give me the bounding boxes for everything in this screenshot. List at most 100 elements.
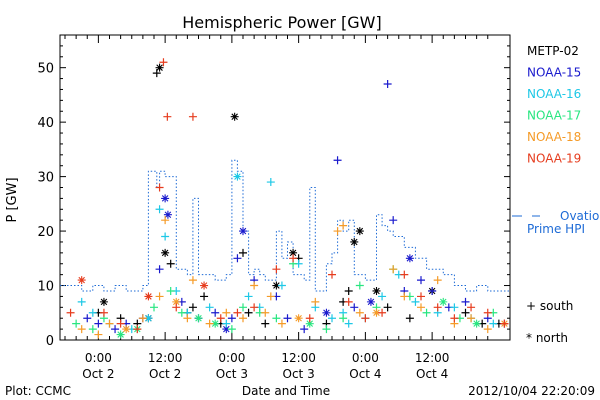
point-south-plus xyxy=(355,281,364,290)
point-south-plus xyxy=(328,270,337,279)
point-north-asterisk xyxy=(272,281,281,290)
point-north-asterisk xyxy=(222,325,231,334)
point-south-plus xyxy=(172,303,181,312)
point-south-plus xyxy=(116,319,125,328)
point-south-plus xyxy=(417,292,426,301)
point-south-plus xyxy=(344,286,353,295)
point-south-plus xyxy=(77,297,86,306)
point-south-plus xyxy=(244,308,253,317)
point-south-plus xyxy=(344,319,353,328)
point-south-plus xyxy=(266,292,275,301)
point-south-plus xyxy=(383,303,392,312)
point-south-plus xyxy=(272,265,281,274)
point-south-plus xyxy=(83,314,92,323)
point-north-asterisk xyxy=(99,297,108,306)
point-north-asterisk xyxy=(161,248,170,257)
x-tick-label-date: Oct 4 xyxy=(416,367,448,381)
point-south-plus xyxy=(159,58,168,67)
x-tick-label-date: Oct 3 xyxy=(216,367,248,381)
point-south-plus xyxy=(166,286,175,295)
point-south-plus xyxy=(244,292,253,301)
point-south-plus xyxy=(188,276,197,285)
marker-legend-south: + south xyxy=(526,299,573,313)
point-north-asterisk xyxy=(122,325,131,334)
point-south-plus xyxy=(138,314,147,323)
point-south-plus xyxy=(261,319,270,328)
point-north-asterisk xyxy=(77,276,86,285)
legend-item-metp-02: METP-02 xyxy=(527,44,579,58)
point-south-plus xyxy=(155,265,164,274)
point-south-plus xyxy=(211,308,220,317)
point-south-plus xyxy=(272,314,281,323)
point-south-plus xyxy=(333,227,342,236)
x-axis-label: Date and Time xyxy=(242,384,330,398)
point-north-asterisk xyxy=(239,227,248,236)
x-tick-label-time: 0:00 xyxy=(352,351,379,365)
point-south-plus xyxy=(339,221,348,230)
point-south-plus xyxy=(155,205,164,214)
point-north-asterisk xyxy=(194,314,203,323)
x-tick-label-time: 0:00 xyxy=(218,351,245,365)
point-south-plus xyxy=(163,112,172,121)
point-south-plus xyxy=(344,297,353,306)
point-south-plus xyxy=(222,308,231,317)
y-tick-label: 40 xyxy=(37,116,54,131)
point-north-asterisk xyxy=(161,194,170,203)
legend-series: METP-02 NOAA-15 NOAA-16 NOAA-17 NOAA-18 NOAA-… xyxy=(527,44,581,166)
point-south-plus xyxy=(322,325,331,334)
point-north-asterisk xyxy=(372,286,381,295)
point-south-plus xyxy=(205,303,214,312)
x-tick-label-date: Oct 3 xyxy=(283,367,315,381)
point-south-plus xyxy=(311,297,320,306)
point-north-asterisk xyxy=(233,172,242,181)
point-south-plus xyxy=(77,325,86,334)
point-south-plus xyxy=(483,325,492,334)
point-south-plus xyxy=(261,308,270,317)
point-south-plus xyxy=(161,232,170,241)
legend-item-noaa-16: NOAA-16 xyxy=(527,87,581,101)
point-north-asterisk xyxy=(294,314,303,323)
point-south-plus xyxy=(155,292,164,301)
footer-timestamp: 2012/10/04 22:20:09 xyxy=(468,384,595,398)
y-tick-label: 50 xyxy=(37,62,54,77)
y-axis-label: P [GW] xyxy=(5,177,20,222)
x-tick-label-time: 12:00 xyxy=(148,351,183,365)
point-south-plus xyxy=(389,216,398,225)
point-north-asterisk xyxy=(289,248,298,257)
point-north-asterisk xyxy=(144,314,153,323)
point-south-plus xyxy=(66,308,75,317)
series-noaa-19 xyxy=(66,58,509,334)
series-noaa-18 xyxy=(77,216,509,339)
y-tick-label: 10 xyxy=(37,280,54,295)
legend-item-noaa-17: NOAA-17 xyxy=(527,109,581,123)
point-south-plus xyxy=(283,314,292,323)
point-north-asterisk xyxy=(372,308,381,317)
point-south-plus xyxy=(227,314,236,323)
plot-frame xyxy=(59,34,511,341)
point-south-plus xyxy=(188,112,197,121)
x-tick-label-time: 0:00 xyxy=(85,351,112,365)
point-south-plus xyxy=(339,314,348,323)
point-south-plus xyxy=(88,308,97,317)
legend: METP-02 NOAA-15 NOAA-16 NOAA-17 NOAA-18 NOAA-… xyxy=(512,44,600,345)
legend-item-noaa-19: NOAA-19 xyxy=(527,152,581,166)
point-south-plus xyxy=(422,308,431,317)
series-noaa-17 xyxy=(72,259,498,339)
data-points xyxy=(66,58,509,339)
point-south-plus xyxy=(233,308,242,317)
point-south-plus xyxy=(72,319,81,328)
ovation-hpi-line xyxy=(60,159,510,292)
point-south-plus xyxy=(133,325,142,334)
point-north-asterisk xyxy=(322,308,331,317)
point-south-plus xyxy=(461,297,470,306)
point-south-plus xyxy=(361,314,370,323)
point-south-plus xyxy=(411,297,420,306)
point-south-plus xyxy=(483,308,492,317)
point-north-asterisk xyxy=(366,297,375,306)
point-south-plus xyxy=(111,325,120,334)
legend-item-noaa-18: NOAA-18 xyxy=(527,130,581,144)
point-south-plus xyxy=(233,254,242,263)
point-south-plus xyxy=(400,270,409,279)
y-tick-label: 20 xyxy=(37,225,54,240)
